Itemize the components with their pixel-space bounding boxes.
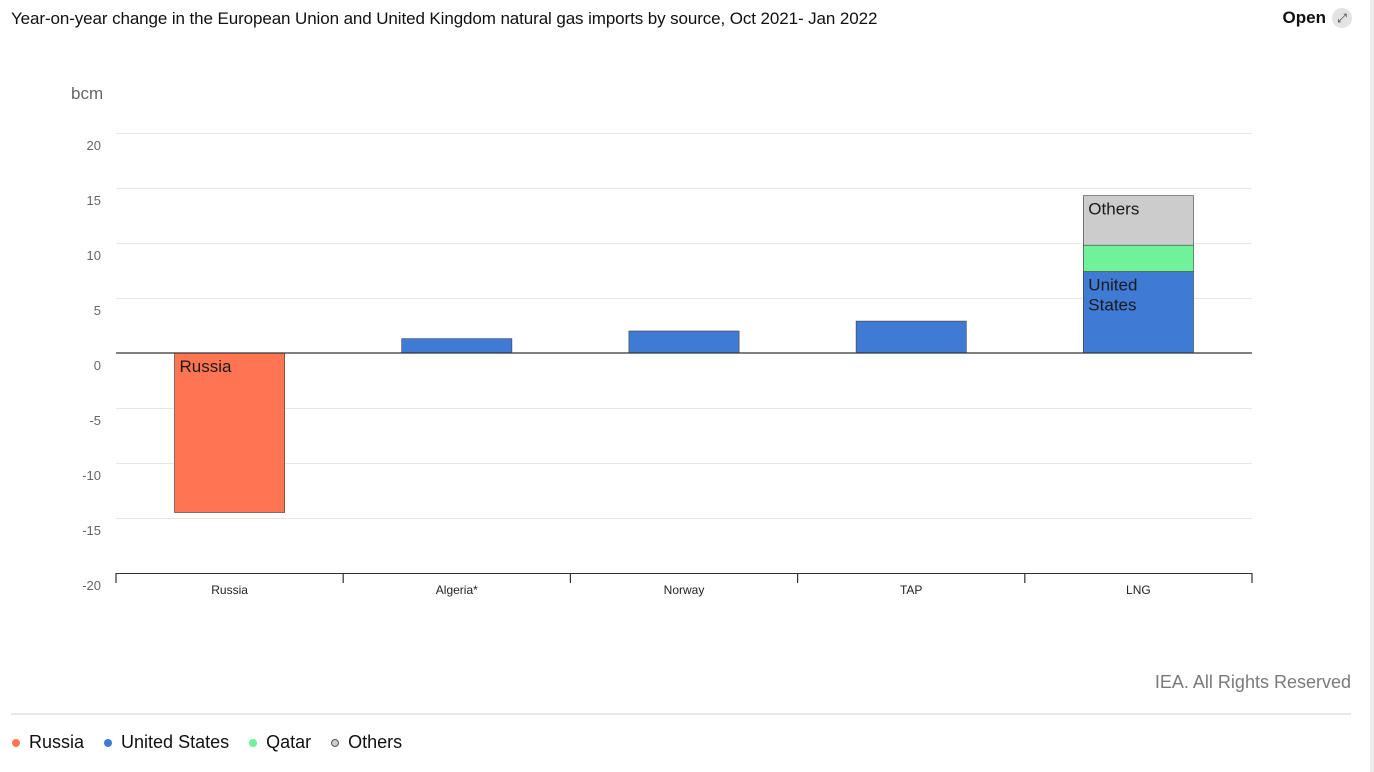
bar-labels: Russia United States Others bbox=[180, 200, 1140, 376]
bar-united-states-tap bbox=[855, 320, 967, 354]
legend-item-qatar[interactable]: Qatar bbox=[249, 732, 311, 753]
x-tick-label: Russia bbox=[211, 583, 248, 597]
credits-text: IEA. All Rights Reserved bbox=[1154, 672, 1351, 692]
y-tick-label: 5 bbox=[94, 303, 101, 318]
x-tick-label: Algeria* bbox=[436, 583, 478, 597]
bar-united-states-norway bbox=[628, 330, 740, 354]
y-tick-label: 10 bbox=[87, 248, 101, 263]
bar-qatar-lng bbox=[1083, 244, 1194, 272]
expand-arrows-icon: ⤢ bbox=[1332, 8, 1352, 28]
legend-label: United States bbox=[121, 732, 230, 752]
y-tick-label: -5 bbox=[89, 413, 101, 428]
legend-dot-icon bbox=[331, 738, 340, 747]
bar-label-united-states: United States bbox=[1088, 276, 1137, 315]
window-scrollbar[interactable] bbox=[1370, 0, 1374, 772]
bars bbox=[174, 195, 1194, 513]
open-label: Open bbox=[1282, 8, 1326, 27]
y-tick-label: -20 bbox=[82, 578, 101, 593]
legend-label: Qatar bbox=[266, 732, 312, 752]
open-button[interactable]: Open ⤢ bbox=[1283, 8, 1352, 28]
y-tick-label: 0 bbox=[94, 358, 101, 373]
y-tick-label: -15 bbox=[82, 523, 101, 538]
y-tick-label: 20 bbox=[87, 138, 101, 153]
chart-area: bcm 20 15 10 5 0 -5 -10 -15 -20 Russia Algeria* Nor… bbox=[71, 84, 1253, 597]
x-tick-label: Norway bbox=[664, 583, 705, 597]
bar-label-russia: Russia bbox=[180, 357, 233, 376]
chart-title: Year-on-year change in the European Unio… bbox=[11, 9, 878, 28]
y-axis-unit-label: bcm bbox=[71, 84, 103, 103]
axes: 20 15 10 5 0 -5 -10 -15 -20 Russia Algeria* Norway T… bbox=[82, 138, 1253, 597]
legend: Russia United States Qatar Others bbox=[12, 732, 402, 753]
legend-dot-icon bbox=[249, 738, 258, 747]
legend-item-united-states[interactable]: United States bbox=[104, 732, 229, 753]
legend-divider bbox=[11, 713, 1351, 715]
x-tick-label: TAP bbox=[900, 583, 922, 597]
y-tick-label: 15 bbox=[87, 193, 101, 208]
y-tick-label: -10 bbox=[82, 468, 101, 483]
bar-others-lng bbox=[1083, 195, 1194, 246]
bar-united-states-algeria bbox=[401, 338, 513, 354]
legend-dot-icon bbox=[12, 738, 20, 747]
legend-label: Others bbox=[348, 732, 403, 752]
bar-united-states-lng bbox=[1083, 271, 1194, 354]
legend-item-russia[interactable]: Russia bbox=[12, 732, 84, 753]
legend-dot-icon bbox=[104, 738, 113, 747]
bar-label-others: Others bbox=[1088, 200, 1139, 219]
legend-item-others[interactable]: Others bbox=[331, 732, 402, 753]
gridlines bbox=[116, 133, 1252, 519]
bar-russia-russia bbox=[174, 352, 285, 513]
x-tick-label: LNG bbox=[1126, 583, 1151, 597]
legend-label: Russia bbox=[29, 732, 85, 752]
